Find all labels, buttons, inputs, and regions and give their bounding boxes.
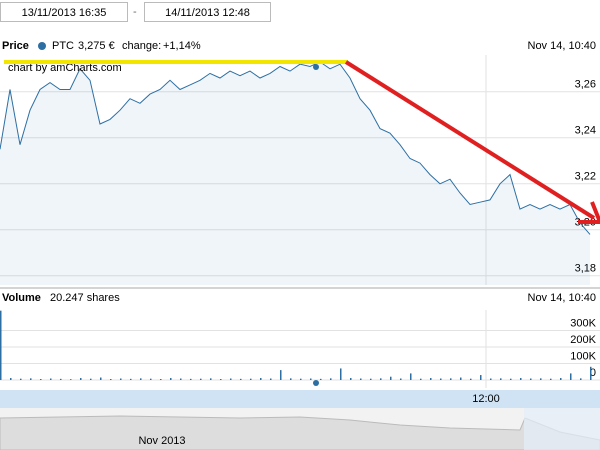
legend-value: 20.247 shares — [50, 292, 120, 304]
volume-bar — [200, 378, 202, 380]
volume-bar — [570, 373, 572, 380]
y-tick-label: 0 — [590, 367, 596, 379]
volume-bar — [590, 366, 592, 380]
volume-bar — [460, 377, 462, 380]
cursor-point — [313, 64, 319, 70]
volume-bar — [60, 378, 62, 380]
y-tick-label: 3,24 — [575, 125, 596, 137]
volume-bar — [370, 378, 372, 380]
volume-bar — [190, 378, 192, 380]
legend-value: 3,275 € — [78, 40, 115, 52]
y-tick-label: 3,18 — [575, 263, 596, 275]
from-date-input[interactable]: 13/11/2013 16:35 — [0, 2, 128, 22]
volume-bar — [260, 378, 262, 380]
volume-bar — [410, 373, 412, 380]
y-tick-label: 100K — [570, 350, 596, 362]
volume-bar — [180, 378, 182, 380]
volume-bar — [540, 378, 542, 380]
volume-bar — [220, 379, 222, 380]
y-tick-label: 3,22 — [575, 171, 596, 183]
volume-bar — [560, 378, 562, 380]
volume-bar — [230, 378, 232, 380]
volume-bar — [550, 378, 552, 380]
date-label: Nov 14, 10:40 — [528, 292, 597, 304]
volume-bar — [450, 378, 452, 380]
volume-bar — [470, 378, 472, 380]
volume-bar — [300, 378, 302, 380]
volume-bar — [100, 377, 102, 380]
x-tick-label: 12:00 — [472, 393, 500, 405]
volume-bar — [330, 378, 332, 380]
volume-bar — [320, 378, 322, 380]
volume-bar — [350, 378, 352, 380]
volume-bar — [480, 375, 482, 380]
volume-bar — [510, 378, 512, 380]
price-line — [0, 61, 591, 235]
scroller-label: Nov 2013 — [138, 435, 185, 447]
panel-title: Volume — [2, 292, 41, 304]
volume-bar — [280, 370, 282, 380]
volume-bar — [40, 379, 42, 380]
volume-bar — [150, 378, 152, 380]
volume-bar — [490, 378, 492, 380]
y-tick-label: 200K — [570, 334, 596, 346]
volume-bar — [30, 378, 32, 380]
volume-bar — [520, 378, 522, 380]
volume-bar — [10, 378, 12, 380]
scroller-selection[interactable] — [524, 408, 600, 450]
volume-bar — [130, 378, 132, 380]
volume-bar — [90, 378, 92, 380]
volume-bar — [0, 310, 2, 380]
date-label: Nov 14, 10:40 — [528, 40, 597, 52]
volume-bar — [340, 368, 342, 380]
to-date-input[interactable]: 14/11/2013 12:48 — [144, 2, 271, 22]
volume-bar — [580, 378, 582, 380]
annotation-arrow — [344, 60, 596, 220]
legend-name: PTC — [52, 40, 74, 52]
volume-bar — [120, 378, 122, 380]
change-value: +1,14% — [163, 40, 201, 52]
legend-marker — [38, 42, 46, 50]
volume-bar — [210, 378, 212, 380]
volume-bar — [360, 378, 362, 380]
volume-bar — [160, 379, 162, 380]
volume-bar — [420, 378, 422, 380]
volume-bar — [20, 378, 22, 380]
volume-bar — [50, 378, 52, 380]
annotation-arrowhead — [578, 201, 600, 224]
volume-bar — [500, 378, 502, 380]
volume-bar — [80, 378, 82, 380]
volume-bar — [170, 378, 172, 380]
volume-bar — [390, 376, 392, 380]
change-label: change: — [122, 40, 161, 52]
y-tick-label: 3,26 — [575, 79, 596, 91]
volume-bar — [530, 378, 532, 380]
price-area — [0, 61, 590, 286]
volume-bar — [270, 378, 272, 380]
volume-bar — [440, 378, 442, 380]
volume-bar — [380, 378, 382, 380]
panel-title: Price — [2, 40, 29, 52]
volume-bar — [310, 378, 312, 380]
y-tick-label: 300K — [570, 317, 596, 329]
volume-bar — [140, 378, 142, 380]
volume-bar — [430, 378, 432, 380]
scroller-band[interactable] — [0, 390, 600, 408]
volume-bar — [110, 379, 112, 380]
volume-bar — [250, 378, 252, 380]
scroller-graph — [0, 415, 600, 450]
volume-bar — [290, 378, 292, 380]
date-separator: - — [133, 6, 137, 18]
volume-bar — [240, 378, 242, 380]
cursor-point — [313, 380, 319, 386]
volume-bar — [70, 379, 72, 380]
volume-bar — [400, 378, 402, 380]
credit: chart by amCharts.com — [8, 62, 122, 74]
